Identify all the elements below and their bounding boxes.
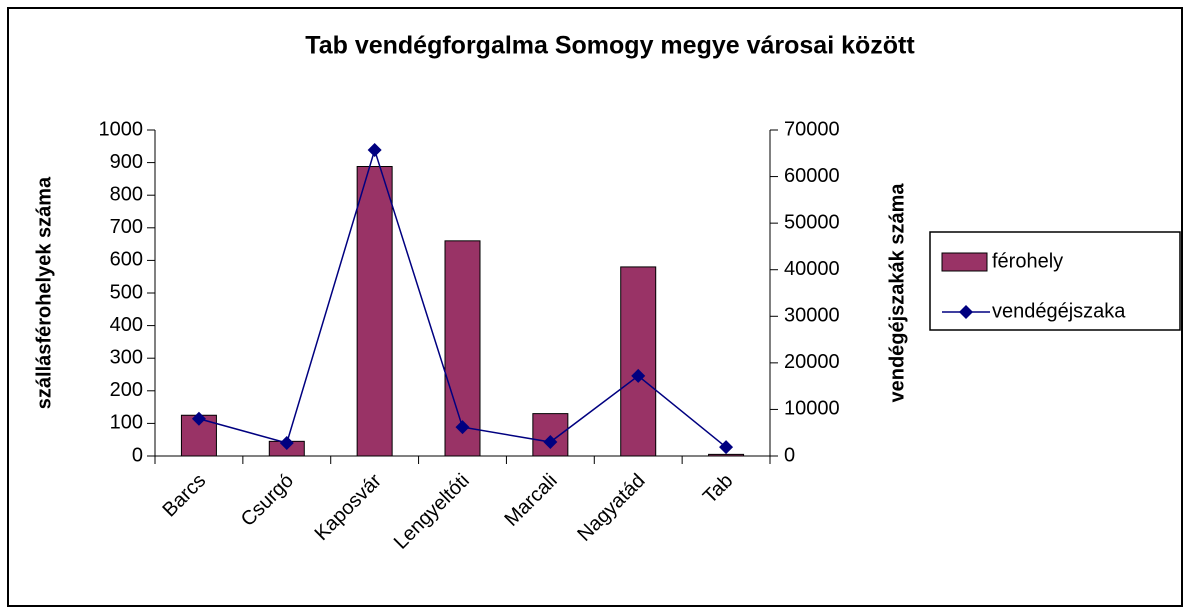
legend-box bbox=[929, 231, 1181, 331]
marker bbox=[279, 435, 294, 450]
marker bbox=[367, 143, 382, 158]
y-tick-label: 400 bbox=[110, 314, 143, 336]
y-axis-label: szállásférohelyek száma bbox=[33, 176, 55, 409]
y-tick-label: 1000 bbox=[99, 118, 144, 140]
y-tick-label: 800 bbox=[110, 183, 143, 205]
y-tick-label: 100 bbox=[110, 412, 143, 434]
marker bbox=[455, 420, 470, 435]
bar bbox=[532, 413, 569, 457]
bar bbox=[708, 453, 745, 457]
marker bbox=[719, 440, 734, 455]
chart-title: Tab vendégforgalma Somogy megye városai … bbox=[305, 32, 915, 60]
y-tick-label: 700 bbox=[110, 216, 143, 238]
legend-label: vendégéjszaka bbox=[992, 300, 1126, 322]
legend-marker bbox=[959, 305, 973, 319]
y-tick-label: 500 bbox=[110, 281, 143, 303]
legend-swatch bbox=[941, 252, 988, 272]
marker bbox=[631, 368, 646, 383]
y2-tick-label: 60000 bbox=[784, 165, 840, 187]
bar bbox=[620, 266, 657, 457]
y2-axis-label: vendégéjszakák száma bbox=[886, 183, 908, 403]
y-tick-label: 900 bbox=[110, 151, 143, 173]
marker bbox=[191, 411, 206, 426]
y2-tick-label: 0 bbox=[784, 444, 795, 466]
y2-tick-label: 50000 bbox=[784, 211, 840, 233]
y-tick-label: 200 bbox=[110, 379, 143, 401]
legend-label: férohely bbox=[992, 250, 1063, 272]
marker bbox=[543, 435, 558, 450]
y-tick-label: 600 bbox=[110, 249, 143, 271]
y-tick-label: 0 bbox=[132, 444, 143, 466]
y2-tick-label: 10000 bbox=[784, 398, 840, 420]
y2-tick-label: 20000 bbox=[784, 351, 840, 373]
y2-tick-label: 30000 bbox=[784, 305, 840, 327]
y2-tick-label: 70000 bbox=[784, 118, 840, 140]
y2-tick-label: 40000 bbox=[784, 258, 840, 280]
y-tick-label: 300 bbox=[110, 346, 143, 368]
bar bbox=[356, 166, 393, 457]
